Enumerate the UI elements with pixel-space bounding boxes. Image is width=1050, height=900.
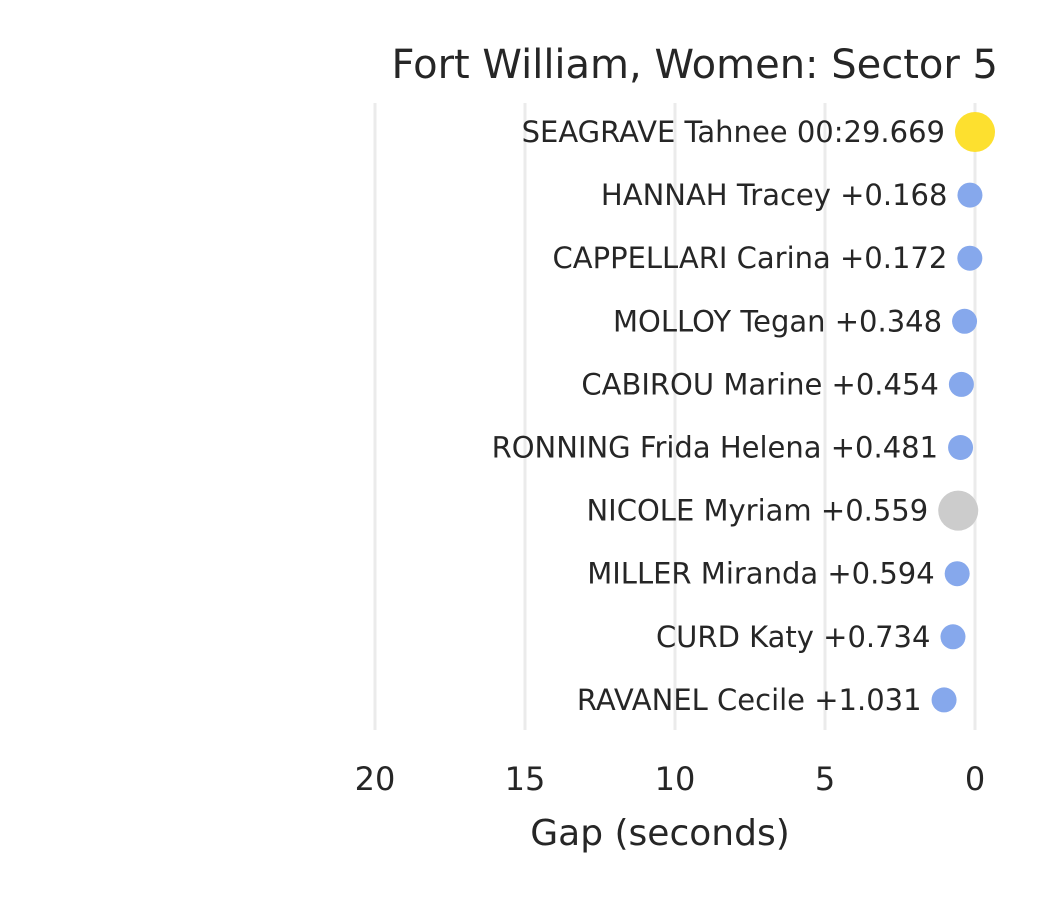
chart-title: Fort William, Women: Sector 5 <box>392 42 998 88</box>
data-point <box>944 561 970 587</box>
data-point <box>948 371 974 397</box>
x-tick-label: 10 <box>655 760 696 798</box>
data-point <box>952 308 978 334</box>
point-label: MILLER Miranda +0.594 <box>587 557 934 591</box>
grid-layer <box>373 103 977 730</box>
data-point <box>955 112 995 152</box>
point-label: RONNING Frida Helena +0.481 <box>492 431 938 465</box>
data-point <box>931 687 957 713</box>
x-tick-label: 5 <box>815 760 835 798</box>
point-label: HANNAH Tracey +0.168 <box>601 178 948 212</box>
data-point <box>938 490 979 531</box>
x-axis-label: Gap (seconds) <box>530 813 790 854</box>
x-axis-ticks: 20 15 10 5 0 <box>355 760 986 798</box>
x-tick-label: 20 <box>355 760 396 798</box>
data-point <box>957 182 983 208</box>
data-point <box>957 245 983 271</box>
data-point <box>948 435 974 460</box>
x-tick-label: 0 <box>965 760 985 798</box>
point-label: NICOLE Myriam +0.559 <box>586 494 928 528</box>
data-point <box>940 624 966 650</box>
point-label: MOLLOY Tegan +0.348 <box>613 304 942 338</box>
point-label: CAPPELLARI Carina +0.172 <box>553 241 948 275</box>
point-label: CABIROU Marine +0.454 <box>581 367 939 401</box>
point-label: CURD Katy +0.734 <box>656 620 931 654</box>
x-tick-label: 15 <box>505 760 546 798</box>
point-label: RAVANEL Cecile +1.031 <box>577 683 922 717</box>
point-label: SEAGRAVE Tahnee 00:29.669 <box>522 115 945 149</box>
data-points: SEAGRAVE Tahnee 00:29.669 HANNAH Tracey +… <box>492 112 995 717</box>
